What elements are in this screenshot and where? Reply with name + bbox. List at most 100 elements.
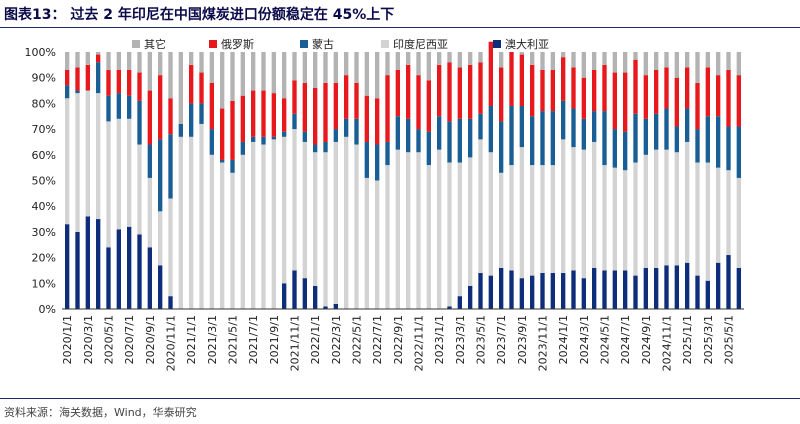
bar-segment <box>302 141 307 279</box>
bar-segment <box>375 52 380 99</box>
bar-segment <box>406 52 411 65</box>
bar-segment <box>437 149 442 309</box>
legend-swatch <box>493 40 501 48</box>
bar-segment <box>385 141 390 166</box>
title-rule <box>0 27 800 28</box>
bar-segment <box>540 165 545 274</box>
bar-segment <box>271 136 276 140</box>
x-tick-label: 2020/5/1 <box>103 315 116 364</box>
bar-segment <box>447 306 452 309</box>
bar-segment <box>375 98 380 145</box>
legend-swatch <box>132 40 140 48</box>
bar-segment <box>519 52 524 55</box>
bar-segment <box>447 52 452 63</box>
bar-segment <box>488 275 493 309</box>
bar-segment <box>302 52 307 83</box>
bar-segment <box>230 172 235 309</box>
x-tick-label: 2022/1/1 <box>309 315 322 364</box>
bar-segment <box>385 52 390 76</box>
bar-segment <box>158 52 163 76</box>
bar-segment <box>282 283 287 309</box>
bar-segment <box>137 144 142 235</box>
x-tick-label: 2024/1/1 <box>557 315 570 364</box>
bar-segment <box>509 105 514 166</box>
bar-segment <box>736 75 741 127</box>
bar-segment <box>519 147 524 279</box>
bar-segment <box>364 52 369 96</box>
bar-segment <box>313 144 318 153</box>
bar-segment <box>251 141 256 309</box>
bar-segment <box>292 80 297 114</box>
bar-segment <box>158 75 163 140</box>
bar-segment <box>344 52 349 76</box>
legend-label: 印度尼西亚 <box>393 37 448 51</box>
y-tick-label: 30% <box>32 226 56 239</box>
bar-segment <box>685 52 690 68</box>
bar-segment <box>530 64 535 117</box>
bar-segment <box>726 170 731 256</box>
bar-segment <box>437 52 442 65</box>
bar-segment <box>643 118 648 155</box>
bar-segment <box>75 93 80 232</box>
bar-segment <box>581 118 586 150</box>
legend-label: 澳大利亚 <box>505 37 549 51</box>
bar-segment <box>571 67 576 109</box>
bar-segment <box>561 139 566 274</box>
bar-segment <box>499 172 504 268</box>
bar-segment <box>571 270 576 309</box>
bar-segment <box>230 100 235 160</box>
bar-segment <box>313 87 318 145</box>
bar-segment <box>736 52 741 76</box>
bar-segment <box>354 118 359 145</box>
x-tick-label: 2024/5/1 <box>599 315 612 364</box>
bar-segment <box>220 52 225 109</box>
bar-segment <box>364 141 369 178</box>
bar-segment <box>509 52 514 106</box>
bar-segment <box>333 82 338 130</box>
legend-label: 蒙古 <box>312 38 334 51</box>
bar-segment <box>344 136 349 309</box>
bar-segment <box>251 90 256 137</box>
bar-segment <box>499 267 504 309</box>
bar-segment <box>643 154 648 268</box>
bar-segment <box>571 108 576 148</box>
bar-segment <box>540 69 545 112</box>
bar-segment <box>416 152 421 309</box>
bar-segment <box>147 247 152 309</box>
bar-segment <box>736 126 741 178</box>
bar-segment <box>664 52 669 68</box>
x-tick-label: 2023/3/1 <box>454 315 467 364</box>
legend-label: 俄罗斯 <box>221 38 254 51</box>
bar-segment <box>137 234 142 309</box>
bar-segment <box>147 144 152 178</box>
bar-segment <box>654 52 659 70</box>
stacked-bar-chart: 其它 俄罗斯 蒙古 印度尼西亚 澳大利亚 0% 10% 20% 30% 40% 50% 60% 70% 8… <box>25 37 744 371</box>
bar-segment <box>519 54 524 106</box>
bar-segment <box>612 72 617 130</box>
bar-segment <box>354 82 359 119</box>
bar-segment <box>695 129 700 163</box>
bar-segment <box>313 285 318 309</box>
bar-segment <box>478 139 483 274</box>
bar-segment <box>561 52 566 58</box>
bar-segment <box>158 139 163 212</box>
bar-segment <box>333 141 338 304</box>
y-tick-label: 0% <box>39 303 56 316</box>
bar-segment <box>654 149 659 268</box>
bar-segment <box>65 85 70 99</box>
bar-segment <box>478 52 483 63</box>
x-tick-label: 2025/5/1 <box>723 315 736 364</box>
bar-segment <box>726 69 731 127</box>
y-tick-label: 50% <box>32 175 56 188</box>
bar-segment <box>240 95 245 142</box>
bar-segment <box>147 90 152 145</box>
bar-segment <box>168 52 173 99</box>
bar-segment <box>633 59 638 114</box>
bar-segment <box>674 265 679 309</box>
x-tick-label: 2020/11/1 <box>165 315 178 371</box>
bar-segment <box>158 265 163 309</box>
x-tick-label: 2023/9/1 <box>516 315 529 364</box>
bar-segment <box>705 280 710 309</box>
bar-segment <box>695 162 700 276</box>
x-tick-label: 2021/7/1 <box>247 315 260 364</box>
